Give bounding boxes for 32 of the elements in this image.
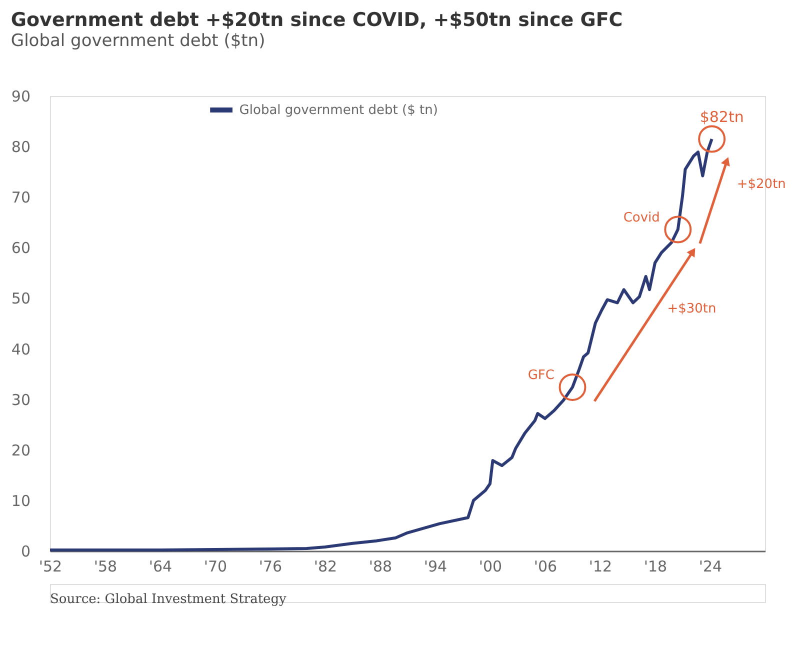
y-tick-label: 30 <box>11 390 30 409</box>
y-tick-label: 70 <box>11 188 30 207</box>
x-tick-label: '52 <box>38 558 62 576</box>
x-tick-label: '88 <box>368 558 392 576</box>
annotation: Covid <box>623 210 660 226</box>
x-tick-label: '58 <box>94 558 118 576</box>
y-tick-label: 90 <box>11 88 30 106</box>
x-tick-label: '24 <box>698 558 722 576</box>
y-tick-label: 10 <box>11 492 30 510</box>
y-tick-label: 50 <box>11 290 30 308</box>
annotation: $82tn <box>700 108 744 126</box>
y-tick-label: 40 <box>11 340 30 358</box>
x-tick-label: '06 <box>534 558 558 576</box>
annotation: +$20tn <box>736 177 786 192</box>
y-tick-label: 60 <box>11 239 30 258</box>
chart-subtitle: Global government debt ($tn) <box>10 31 266 51</box>
y-tick-label: 20 <box>11 441 30 460</box>
legend-label: Global government debt ($ tn) <box>239 103 438 118</box>
y-tick-label: 0 <box>20 542 30 560</box>
source-note: Source: Global Investment Strategy <box>50 592 288 607</box>
x-tick-label: '00 <box>478 558 502 576</box>
x-tick-label: '64 <box>148 558 172 576</box>
x-tick-label: '12 <box>588 558 612 576</box>
x-tick-label: '18 <box>644 558 668 576</box>
x-tick-label: '76 <box>258 558 282 576</box>
y-tick-label: 80 <box>11 138 30 156</box>
x-tick-label: '70 <box>204 558 228 576</box>
x-tick-label: '82 <box>314 558 338 576</box>
x-tick-label: '94 <box>424 558 448 576</box>
annotation: +$30tn <box>667 301 716 316</box>
annotation: GFC <box>528 368 554 384</box>
chart-title: Government debt +$20tn since COVID, +$50tn since GFC <box>10 9 623 31</box>
